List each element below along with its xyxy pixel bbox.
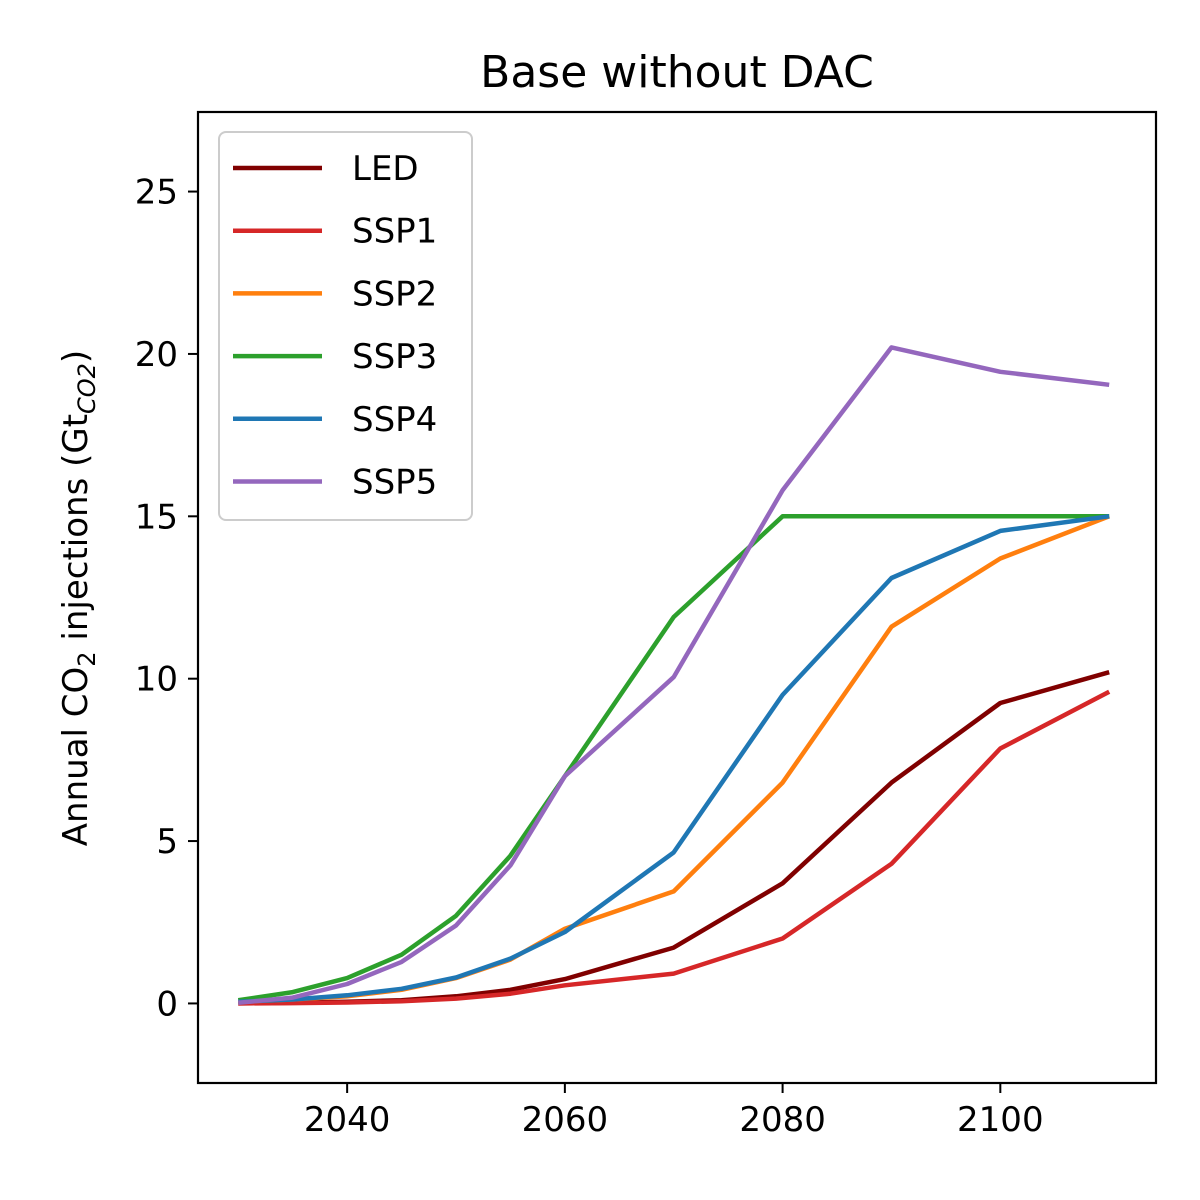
legend-item-ssp3: SSP3	[233, 337, 437, 377]
legend-label: SSP5	[352, 463, 437, 503]
x-tick-label: 2100	[957, 1100, 1044, 1140]
legend-item-ssp2: SSP2	[233, 274, 437, 314]
y-axis-label-prefix-sub: 2	[73, 651, 101, 666]
series-line-ssp1	[238, 689, 1111, 1006]
y-tick-label: 0	[156, 984, 178, 1024]
legend: LED SSP1 SSP2 SSP3 SSP4 SSP5	[218, 131, 473, 521]
series-line-ssp5	[238, 345, 1110, 1006]
legend-label: SSP3	[352, 337, 437, 377]
series-line-ssp3	[237, 514, 1110, 1003]
chart-title: Base without DAC	[480, 47, 874, 98]
y-axis-label-unit-sub: CO2	[73, 363, 101, 414]
x-tick-label: 2060	[522, 1100, 609, 1140]
x-axis: 2040 2060 2080 2100	[304, 1083, 1044, 1140]
legend-label: LED	[352, 149, 419, 189]
legend-label: SSP4	[352, 400, 437, 440]
y-tick-label: 20	[135, 335, 178, 375]
series-line-ssp2	[238, 514, 1111, 1005]
y-axis: 0 5 10 15 20 25	[135, 173, 198, 1024]
plot-frame	[196, 110, 1158, 1085]
y-axis-label: Annual CO2 injections (GtCO2)	[56, 350, 101, 846]
legend-item-ssp1: SSP1	[233, 212, 437, 252]
legend-item-ssp4: SSP4	[233, 400, 437, 440]
legend-label: SSP2	[352, 274, 437, 314]
x-tick-label: 2080	[739, 1100, 826, 1140]
legend-item-led: LED	[233, 149, 419, 189]
plot-lines	[237, 345, 1111, 1006]
y-axis-label-suffix: )	[56, 350, 96, 363]
y-axis-label-middle: injections (Gt	[56, 414, 96, 651]
series-line-led	[238, 670, 1110, 1006]
legend-item-ssp5: SSP5	[233, 463, 437, 503]
x-tick-label: 2040	[304, 1100, 391, 1140]
y-tick-label: 15	[135, 497, 178, 537]
y-tick-label: 5	[156, 822, 178, 862]
y-tick-label: 25	[135, 173, 178, 213]
series-line-ssp4	[238, 514, 1110, 1005]
y-axis-label-prefix: Annual CO	[56, 667, 96, 847]
legend-label: SSP1	[352, 212, 437, 252]
y-tick-label: 10	[135, 660, 178, 700]
